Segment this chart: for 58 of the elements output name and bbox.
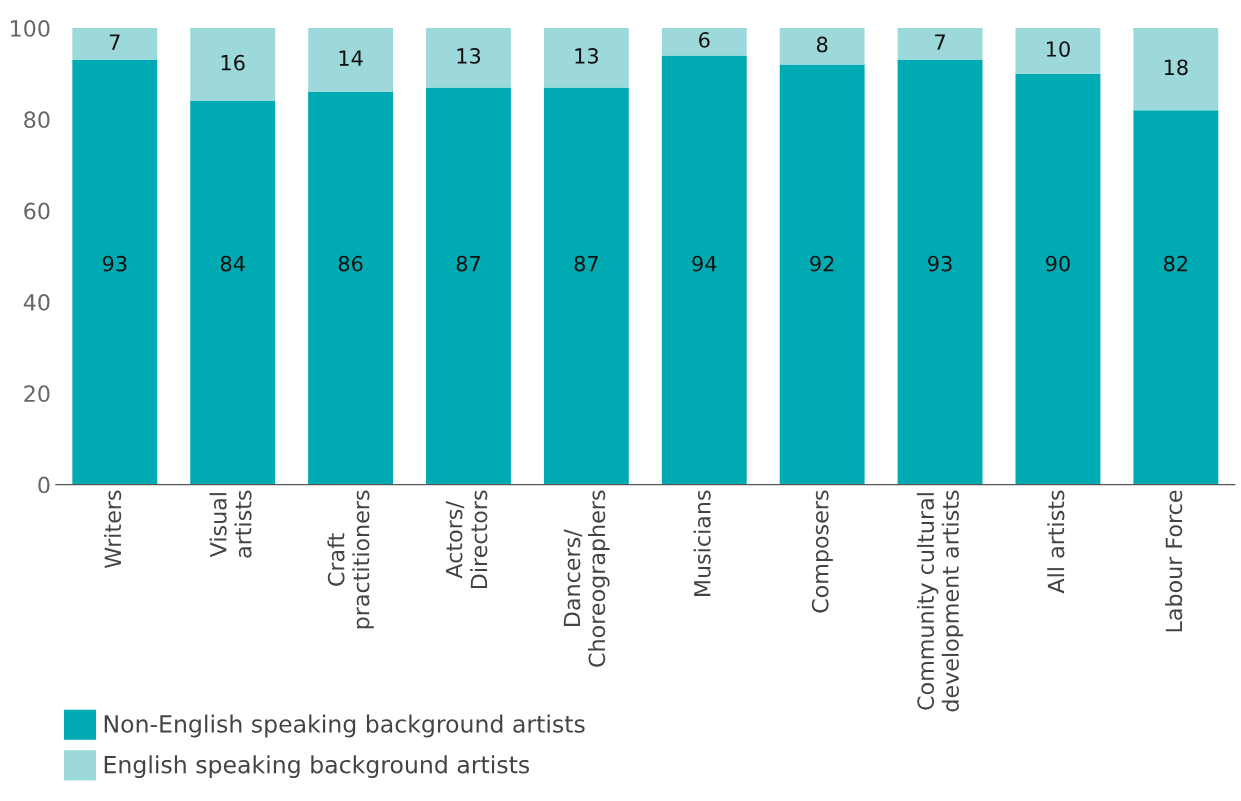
bar xyxy=(190,101,276,485)
data-label: 7 xyxy=(935,34,945,50)
legend-label: Non-English speaking background artists xyxy=(104,714,585,738)
bar xyxy=(779,64,865,485)
data-label: 13 xyxy=(457,48,481,64)
bar xyxy=(426,28,511,88)
data-label: 94 xyxy=(692,255,717,272)
data-label: 8 xyxy=(816,36,828,53)
data-label: 93 xyxy=(928,255,952,272)
bar xyxy=(661,28,747,56)
data-label: 84 xyxy=(220,255,245,272)
data-label: 14 xyxy=(339,50,363,66)
bar xyxy=(72,28,158,60)
x-tick-label: Actors/ Directors xyxy=(445,490,488,589)
data-label: 6 xyxy=(699,32,710,48)
bar xyxy=(661,55,747,485)
y-tick-label: 100 xyxy=(11,19,50,37)
x-tick-label: Visual artists xyxy=(209,490,252,558)
x-tick-label: Writers xyxy=(104,490,122,569)
data-label: 87 xyxy=(456,255,480,272)
data-label: 87 xyxy=(574,255,598,272)
data-label: 7 xyxy=(109,34,120,50)
data-label: 92 xyxy=(810,255,834,272)
data-label: 86 xyxy=(338,255,363,272)
x-tick-label: Labour Force xyxy=(1165,490,1183,632)
bar xyxy=(543,87,629,485)
y-tick-label: 0 xyxy=(38,476,50,494)
y-tick-label: 40 xyxy=(23,293,50,311)
bar xyxy=(426,87,511,485)
legend-label: English speaking background artists xyxy=(104,755,530,779)
data-label: 93 xyxy=(102,255,127,272)
data-label: 16 xyxy=(221,54,245,71)
bar xyxy=(897,59,983,485)
x-tick-label: Dancers/ Choreographers xyxy=(563,490,610,667)
data-label: 82 xyxy=(1164,255,1188,272)
bar xyxy=(1133,28,1219,111)
y-tick-label: 80 xyxy=(24,111,50,129)
bar xyxy=(779,28,865,65)
bar xyxy=(1133,110,1219,485)
x-tick-label: Musicians xyxy=(693,490,711,596)
bar xyxy=(1015,28,1101,74)
bar xyxy=(308,28,394,92)
bar xyxy=(1015,73,1101,485)
bar xyxy=(190,28,276,102)
data-label: 13 xyxy=(575,48,598,64)
x-tick-label: Community cultural development artists xyxy=(916,490,964,712)
data-label: 18 xyxy=(1164,59,1188,76)
y-tick-label: 20 xyxy=(24,385,50,403)
x-tick-label: All artists xyxy=(1047,490,1065,594)
bar xyxy=(543,28,629,88)
bar xyxy=(897,28,983,60)
data-label: 10 xyxy=(1046,41,1070,57)
x-tick-label: Craft practitioners xyxy=(327,490,374,629)
bar xyxy=(72,59,158,485)
x-tick-label: Composers xyxy=(811,490,833,613)
data-label: 90 xyxy=(1046,255,1070,272)
y-tick-label: 60 xyxy=(24,202,50,220)
bar xyxy=(308,91,394,485)
